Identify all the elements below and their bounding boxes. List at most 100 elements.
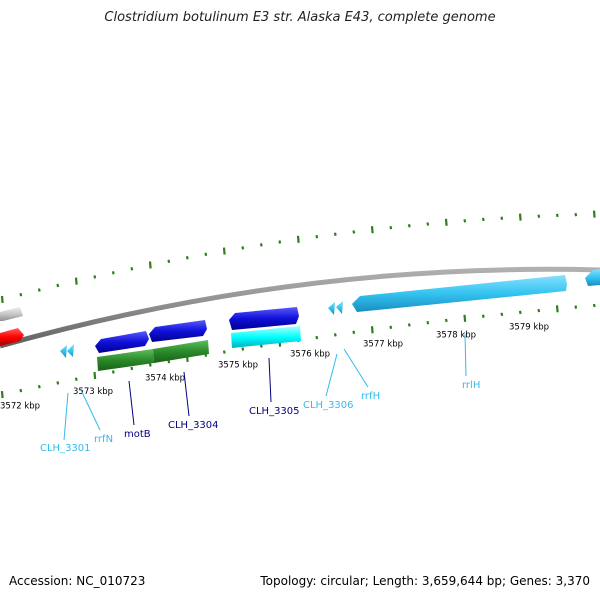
gene-green-1 bbox=[97, 349, 154, 371]
gene-cyan-right-edge bbox=[585, 269, 600, 286]
outer-major-tick bbox=[592, 210, 596, 218]
gene-label-leader bbox=[464, 333, 467, 377]
outer-major-tick bbox=[296, 235, 300, 243]
outer-minor-tick bbox=[389, 225, 393, 230]
scale-label: 3573 kbp bbox=[73, 387, 113, 397]
outer-minor-tick bbox=[185, 256, 189, 260]
gene-label: CLH_3304 bbox=[168, 420, 219, 431]
gene-clh3304-blue bbox=[149, 320, 207, 342]
outer-major-tick bbox=[0, 295, 4, 304]
inner-minor-tick bbox=[56, 381, 60, 385]
inner-major-tick bbox=[0, 390, 4, 399]
scale-label: 3579 kbp bbox=[509, 322, 549, 332]
gene-label-leader bbox=[268, 357, 272, 403]
gene-label: CLH_3301 bbox=[40, 443, 91, 454]
outer-minor-tick bbox=[130, 267, 134, 271]
outer-minor-tick bbox=[315, 234, 319, 239]
gene-label-leader bbox=[325, 353, 338, 397]
gene-label: motB bbox=[124, 429, 151, 440]
gene-label-leader bbox=[80, 389, 101, 431]
outer-minor-tick bbox=[56, 283, 60, 288]
outer-minor-tick bbox=[241, 246, 245, 250]
inner-minor-tick bbox=[130, 366, 134, 371]
outer-minor-tick bbox=[93, 275, 97, 279]
inner-major-tick bbox=[370, 326, 374, 334]
outer-minor-tick bbox=[407, 224, 411, 228]
outer-minor-tick bbox=[259, 243, 263, 247]
outer-minor-tick bbox=[167, 259, 171, 264]
outer-minor-tick bbox=[352, 230, 356, 234]
inner-minor-tick bbox=[407, 323, 411, 327]
inner-minor-tick bbox=[19, 388, 23, 393]
outer-minor-tick bbox=[333, 232, 337, 236]
gene-clh3305-blue bbox=[229, 307, 299, 330]
topology-text: Topology: circular; Length: 3,659,644 bp… bbox=[260, 574, 590, 588]
inner-minor-tick bbox=[148, 363, 152, 367]
genome-backbone bbox=[0, 266, 600, 349]
outer-minor-tick bbox=[463, 219, 467, 223]
outer-minor-tick bbox=[19, 292, 23, 297]
gene-red-left bbox=[0, 328, 24, 346]
gene-label: rrlH bbox=[462, 380, 480, 391]
gene-label: rrfN bbox=[94, 434, 113, 445]
outer-minor-tick bbox=[555, 213, 559, 218]
scale-label: 3576 kbp bbox=[290, 350, 330, 360]
outer-minor-tick bbox=[111, 271, 115, 275]
outer-major-tick bbox=[370, 226, 374, 234]
outer-minor-tick bbox=[481, 217, 485, 222]
gene-green-2 bbox=[153, 340, 209, 363]
outer-tick-row bbox=[0, 210, 596, 304]
gene-label-leader bbox=[128, 380, 135, 426]
scale-labels: 3572 kbp 3573 kbp 3574 kbp 3575 kbp 3576 kbp… bbox=[0, 322, 549, 411]
outer-minor-tick bbox=[37, 288, 41, 292]
scale-label: 3575 kbp bbox=[218, 361, 258, 371]
inner-minor-tick bbox=[352, 330, 356, 335]
gene-label: CLH_3306 bbox=[303, 400, 354, 411]
outer-minor-tick bbox=[574, 212, 578, 217]
gene-label-leader bbox=[343, 348, 369, 388]
scale-label: 3577 kbp bbox=[363, 339, 403, 349]
outer-major-tick bbox=[74, 277, 78, 285]
rrna-arrow-mid bbox=[328, 301, 343, 315]
inner-minor-tick bbox=[592, 303, 596, 308]
scale-label: 3572 kbp bbox=[0, 402, 40, 412]
gene-label-leader bbox=[183, 371, 190, 417]
inner-major-tick bbox=[555, 305, 559, 313]
gene-label-leader bbox=[63, 392, 69, 441]
inner-minor-tick bbox=[222, 350, 226, 354]
gene-rrlH-cyan bbox=[352, 275, 567, 312]
map-title: Clostridium botulinum E3 str. Alaska E43… bbox=[104, 10, 496, 25]
inner-minor-tick bbox=[500, 312, 504, 317]
inner-minor-tick bbox=[481, 314, 485, 318]
gene-label: CLH_3305 bbox=[249, 406, 300, 417]
scale-label: 3574 kbp bbox=[145, 373, 185, 383]
outer-minor-tick bbox=[278, 240, 282, 244]
inner-major-tick bbox=[93, 371, 97, 380]
gene-motB-blue bbox=[95, 331, 149, 353]
inner-minor-tick bbox=[37, 385, 41, 389]
inner-minor-tick bbox=[518, 310, 522, 315]
inner-minor-tick bbox=[426, 320, 430, 325]
outer-major-tick bbox=[148, 261, 152, 269]
outer-minor-tick bbox=[537, 214, 541, 218]
outer-major-tick bbox=[444, 218, 448, 226]
rrna-arrow-left bbox=[60, 344, 74, 358]
outer-minor-tick bbox=[426, 222, 430, 226]
accession-text: Accession: NC_010723 bbox=[9, 574, 146, 588]
gene-aqua bbox=[231, 326, 301, 348]
inner-minor-tick bbox=[167, 359, 171, 364]
inner-minor-tick bbox=[389, 325, 393, 330]
gene-gray-left bbox=[0, 307, 23, 321]
inner-minor-tick bbox=[537, 308, 541, 313]
inner-minor-tick bbox=[111, 370, 115, 374]
gene-label: rrfH bbox=[361, 391, 380, 402]
outer-minor-tick bbox=[500, 216, 504, 220]
outer-major-tick bbox=[518, 213, 522, 221]
inner-major-tick bbox=[463, 314, 467, 322]
inner-minor-tick bbox=[444, 318, 448, 323]
outer-minor-tick bbox=[204, 252, 208, 257]
inner-minor-tick bbox=[241, 347, 245, 351]
